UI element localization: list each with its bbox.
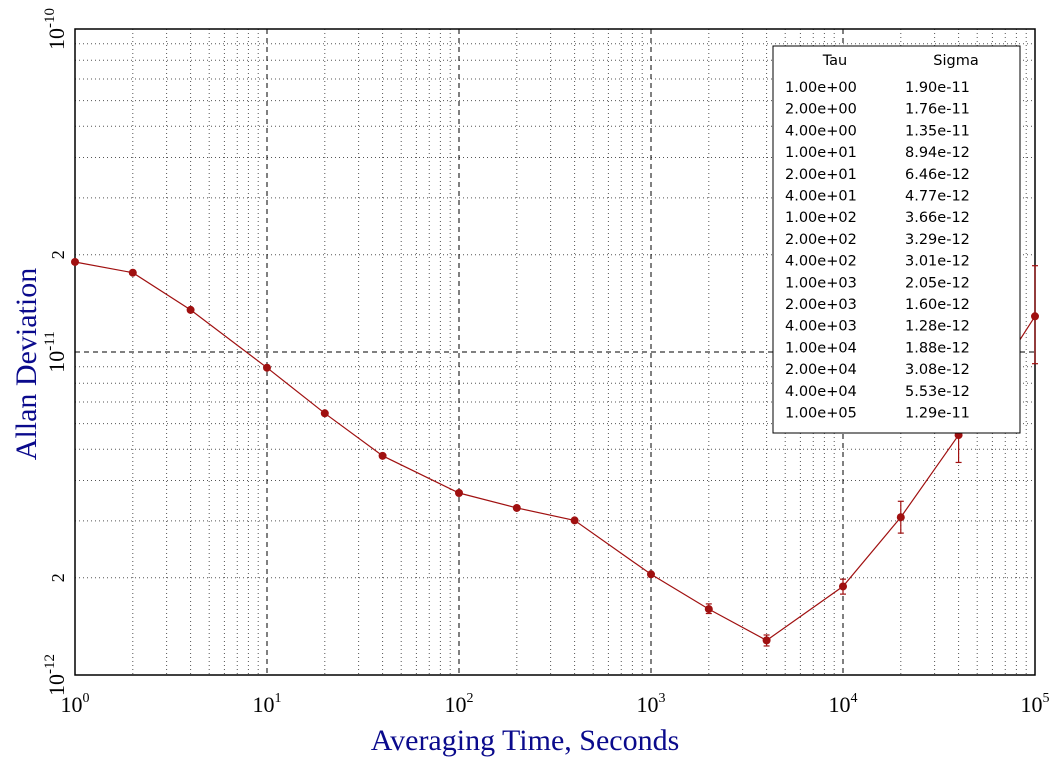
table-cell-tau: 4.00e+02 xyxy=(785,254,857,270)
x-tick-label: 103 xyxy=(637,691,666,717)
data-table-box xyxy=(772,45,1021,434)
table-cell-tau: 1.00e+04 xyxy=(785,340,857,356)
x-tick-labels: 100 101 102 103 104 105 xyxy=(61,691,1050,717)
table-header-sigma: Sigma xyxy=(933,53,978,69)
data-point xyxy=(320,409,329,418)
table-cell-sigma: 1.88e-12 xyxy=(905,340,970,356)
data-point xyxy=(186,305,195,314)
table-cell-tau: 2.00e+01 xyxy=(785,167,857,183)
x-tick-label: 102 xyxy=(445,691,474,717)
data-point xyxy=(378,451,387,460)
table-cell-sigma: 1.60e-12 xyxy=(905,297,970,313)
y-tick-labels: 10-12 10-11 10-10 2 2 xyxy=(42,8,69,696)
table-cell-sigma: 3.08e-12 xyxy=(905,362,970,378)
table-cell-sigma: 1.90e-11 xyxy=(905,80,970,96)
table-cell-tau: 4.00e+03 xyxy=(785,319,857,335)
table-cell-sigma: 4.77e-12 xyxy=(905,189,970,205)
x-tick-label: 101 xyxy=(253,691,282,717)
table-cell-sigma: 3.66e-12 xyxy=(905,210,970,226)
data-point xyxy=(896,513,905,522)
data-point xyxy=(128,268,137,277)
table-cell-tau: 1.00e+05 xyxy=(785,406,857,422)
y-minor-tick-label: 2 xyxy=(48,573,68,582)
table-cell-tau: 1.00e+00 xyxy=(785,80,857,96)
table-cell-sigma: 6.46e-12 xyxy=(905,167,970,183)
table-cell-tau: 2.00e+00 xyxy=(785,102,857,118)
y-tick-label: 10-10 xyxy=(42,8,69,50)
table-cell-tau: 1.00e+03 xyxy=(785,275,857,291)
data-point xyxy=(455,488,463,497)
table-cell-tau: 2.00e+04 xyxy=(785,362,857,378)
data-point xyxy=(839,582,847,591)
y-tick-label: 10-11 xyxy=(42,331,69,372)
table-cell-sigma: 5.53e-12 xyxy=(905,384,970,400)
data-point xyxy=(762,636,771,645)
table-header-tau: Tau xyxy=(822,53,848,69)
table-cell-sigma: 1.76e-11 xyxy=(905,102,970,118)
series-line xyxy=(74,261,1036,642)
table-cell-tau: 1.00e+01 xyxy=(785,145,857,161)
major-grid xyxy=(75,29,1035,675)
table-cell-sigma: 3.01e-12 xyxy=(905,254,970,270)
x-tick-label: 100 xyxy=(61,691,90,717)
table-cell-sigma: 8.94e-12 xyxy=(905,145,970,161)
data-point xyxy=(570,516,579,525)
x-tick-label: 105 xyxy=(1021,691,1050,717)
data-table: Tau Sigma 1.00e+00 1.90e-11 2.00e+00 1.76e-11… xyxy=(772,45,1021,434)
data-point xyxy=(704,605,713,614)
data-point xyxy=(71,257,79,266)
table-cell-sigma: 1.28e-12 xyxy=(905,319,970,335)
table-cell-tau: 4.00e+01 xyxy=(785,189,857,205)
x-axis-title: Averaging Time, Seconds xyxy=(371,724,680,757)
table-cell-tau: 2.00e+02 xyxy=(785,232,857,248)
data-point xyxy=(647,570,655,579)
table-cell-sigma: 3.29e-12 xyxy=(905,232,970,248)
table-cell-tau: 1.00e+02 xyxy=(785,210,857,226)
table-cell-sigma: 1.29e-11 xyxy=(905,406,970,422)
table-cell-tau: 4.00e+00 xyxy=(785,123,857,139)
data-point xyxy=(263,363,271,372)
table-cell-tau: 4.00e+04 xyxy=(785,384,857,400)
y-tick-label: 10-12 xyxy=(42,654,69,696)
table-cell-tau: 2.00e+03 xyxy=(785,297,857,313)
table-cell-sigma: 2.05e-12 xyxy=(905,275,970,291)
data-point xyxy=(512,503,521,512)
y-minor-tick-label: 2 xyxy=(48,250,68,259)
table-cell-sigma: 1.35e-11 xyxy=(905,123,970,139)
x-tick-label: 104 xyxy=(829,691,858,717)
y-axis-title: Allan Deviation xyxy=(10,268,43,460)
data-point xyxy=(1031,312,1039,321)
